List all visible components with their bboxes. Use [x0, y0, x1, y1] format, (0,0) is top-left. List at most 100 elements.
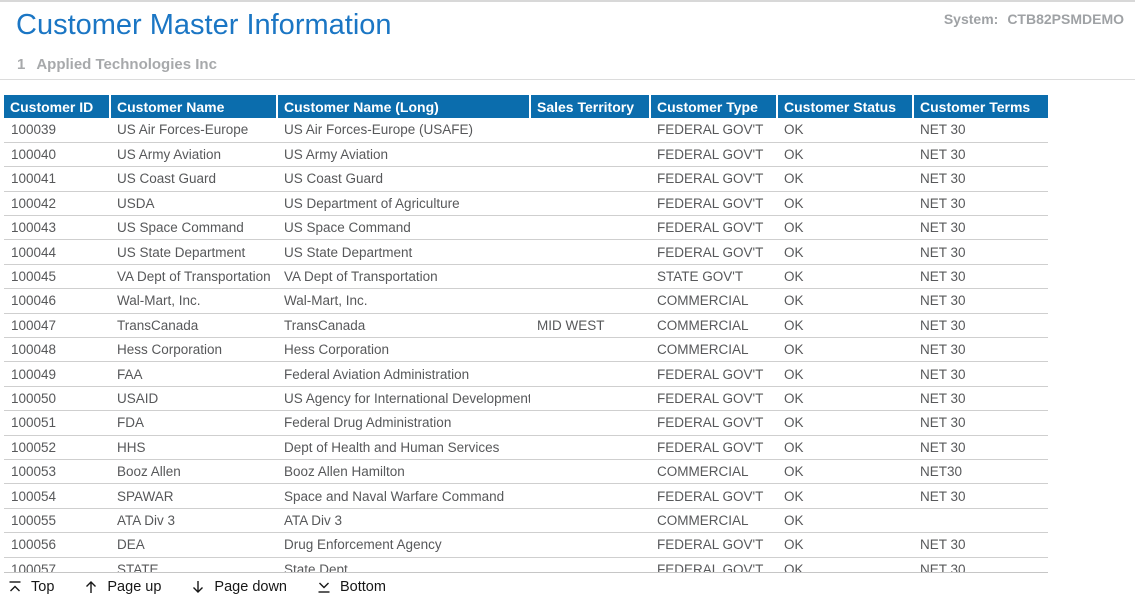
table-cell: [530, 263, 650, 289]
table-cell: [530, 118, 650, 142]
table-cell: 100053: [4, 458, 110, 484]
table-cell: [530, 239, 650, 265]
record-index: 1: [17, 56, 26, 73]
table-cell: US Department of Agriculture: [277, 190, 530, 216]
table-cell: Federal Drug Administration: [277, 410, 530, 436]
table-row: 100043 US Space Command US Space Command FE…: [4, 215, 1048, 240]
table-cell: [530, 507, 650, 533]
top-button[interactable]: Top: [7, 579, 54, 595]
bottom-button[interactable]: Bottom: [316, 579, 386, 595]
table-cell: 100045: [4, 263, 110, 289]
table-cell: US State Department: [277, 239, 530, 265]
table-cell: [530, 532, 650, 558]
table-cell: FEDERAL GOV'T: [650, 556, 777, 572]
table-cell: OK: [777, 507, 913, 533]
table-cell: OK: [777, 166, 913, 192]
table-cell: OK: [777, 263, 913, 289]
column-header[interactable]: Customer Type: [649, 95, 777, 118]
table-row: 100048 Hess Corporation Hess Corporation CO…: [4, 337, 1048, 362]
table-cell: Booz Allen Hamilton: [277, 458, 530, 484]
table-cell: 100055: [4, 507, 110, 533]
table-cell: [530, 556, 650, 572]
table-cell: [530, 434, 650, 460]
page-up-button[interactable]: Page up: [83, 579, 161, 595]
table-row: 100047 TransCanada TransCanada MID WEST COMM…: [4, 312, 1048, 338]
pagination-bar: Top Page up Page down Bottom: [7, 579, 386, 595]
table-cell: US Coast Guard: [277, 166, 530, 192]
table-cell: NET 30: [913, 215, 1048, 240]
table-cell: Drug Enforcement Agency: [277, 532, 530, 558]
table-cell: OK: [777, 410, 913, 436]
table-cell: OK: [777, 434, 913, 460]
table-cell: 100043: [4, 215, 110, 240]
table-cell: 100054: [4, 483, 110, 509]
record-name: Applied Technologies Inc: [36, 56, 217, 73]
table-cell: Hess Corporation: [110, 337, 277, 362]
table-cell: US Army Aviation: [277, 141, 530, 167]
table-cell: NET 30: [913, 410, 1048, 436]
table-cell: FDA: [110, 410, 277, 436]
table-cell: NET 30: [913, 239, 1048, 265]
table-cell: OK: [777, 239, 913, 265]
table-cell: NET 30: [913, 166, 1048, 192]
table-cell: NET 30: [913, 141, 1048, 167]
column-header[interactable]: Customer Terms: [912, 95, 1048, 118]
column-header[interactable]: Customer ID: [4, 95, 110, 118]
table-cell: NET 30: [913, 556, 1048, 572]
table-cell: FEDERAL GOV'T: [650, 532, 777, 558]
table-cell: 100042: [4, 190, 110, 216]
table-cell: NET 30: [913, 312, 1048, 338]
column-header[interactable]: Customer Name (Long): [276, 95, 530, 118]
table-cell: US Space Command: [277, 215, 530, 240]
table-cell: Hess Corporation: [277, 337, 530, 362]
system-value: CTB82PSMDEMO: [1007, 11, 1124, 27]
table-cell: USAID: [110, 385, 277, 411]
table-cell: FEDERAL GOV'T: [657, 122, 764, 138]
table-cell: OK: [777, 385, 913, 411]
table-cell: [530, 458, 650, 484]
table-cell: NET 30: [913, 361, 1048, 387]
table-cell: FAA: [110, 361, 277, 387]
table-cell: COMMERCIAL: [650, 507, 777, 533]
table-row: 100056 DEA Drug Enforcement Agency FEDERAL …: [4, 532, 1048, 558]
table-cell: Wal-Mart, Inc.: [277, 288, 530, 314]
table-cell: OK: [777, 556, 913, 572]
table-cell: TransCanada: [277, 312, 530, 338]
table-cell: US Agency for International Development: [277, 385, 530, 411]
table-cell: Space and Naval Warfare Command: [277, 483, 530, 509]
table-cell: Dept of Health and Human Services: [277, 434, 530, 460]
table-row: 100052 HHS Dept of Health and Human Servic…: [4, 434, 1048, 460]
table-cell: DEA: [110, 532, 277, 558]
table-cell: FEDERAL GOV'T: [650, 215, 777, 240]
table-cell: TransCanada: [110, 312, 277, 338]
table-cell: COMMERCIAL: [650, 312, 777, 338]
table-cell: FEDERAL GOV'T: [650, 385, 777, 411]
table-cell: [913, 507, 1048, 533]
table-row: 100046 Wal-Mart, Inc. Wal-Mart, Inc. COMMER…: [4, 288, 1048, 314]
table-header-row: Customer ID Customer Name Customer Name (L…: [4, 95, 1048, 118]
table-cell: NET 30: [913, 434, 1048, 460]
table-cell: MID WEST: [530, 312, 650, 338]
table-cell: OK: [777, 288, 913, 314]
table-cell: NET 30: [913, 385, 1048, 411]
table-row: 100057 STATE State Dept FEDERAL GOV'T OK NET …: [4, 556, 1048, 572]
page-up-button-label: Page up: [107, 579, 162, 595]
table-cell: COMMERCIAL: [650, 288, 777, 314]
table-cell: FEDERAL GOV'T: [650, 141, 777, 167]
table-cell: ATA Div 3: [110, 507, 277, 533]
table-cell: [530, 288, 650, 314]
table-cell: FEDERAL GOV'T: [650, 410, 777, 436]
table-row: 100055 ATA Div 3 ATA Div 3 COMMERCIAL OK: [4, 507, 1048, 533]
table-cell: US Coast Guard: [110, 166, 277, 192]
column-header[interactable]: Customer Name: [109, 95, 277, 118]
table-cell: OK: [777, 215, 913, 240]
column-header[interactable]: Customer Status: [776, 95, 913, 118]
table-cell: 100056: [4, 532, 110, 558]
column-header[interactable]: Sales Territory: [529, 95, 650, 118]
table-cell: Wal-Mart, Inc.: [110, 288, 277, 314]
record-selector: 1 Applied Technologies Inc: [17, 56, 217, 73]
page-down-button[interactable]: Page down: [190, 579, 287, 595]
table-cell: 100052: [4, 434, 110, 460]
table-cell: NET 30: [913, 263, 1048, 289]
table-cell: NET 30: [913, 532, 1048, 558]
